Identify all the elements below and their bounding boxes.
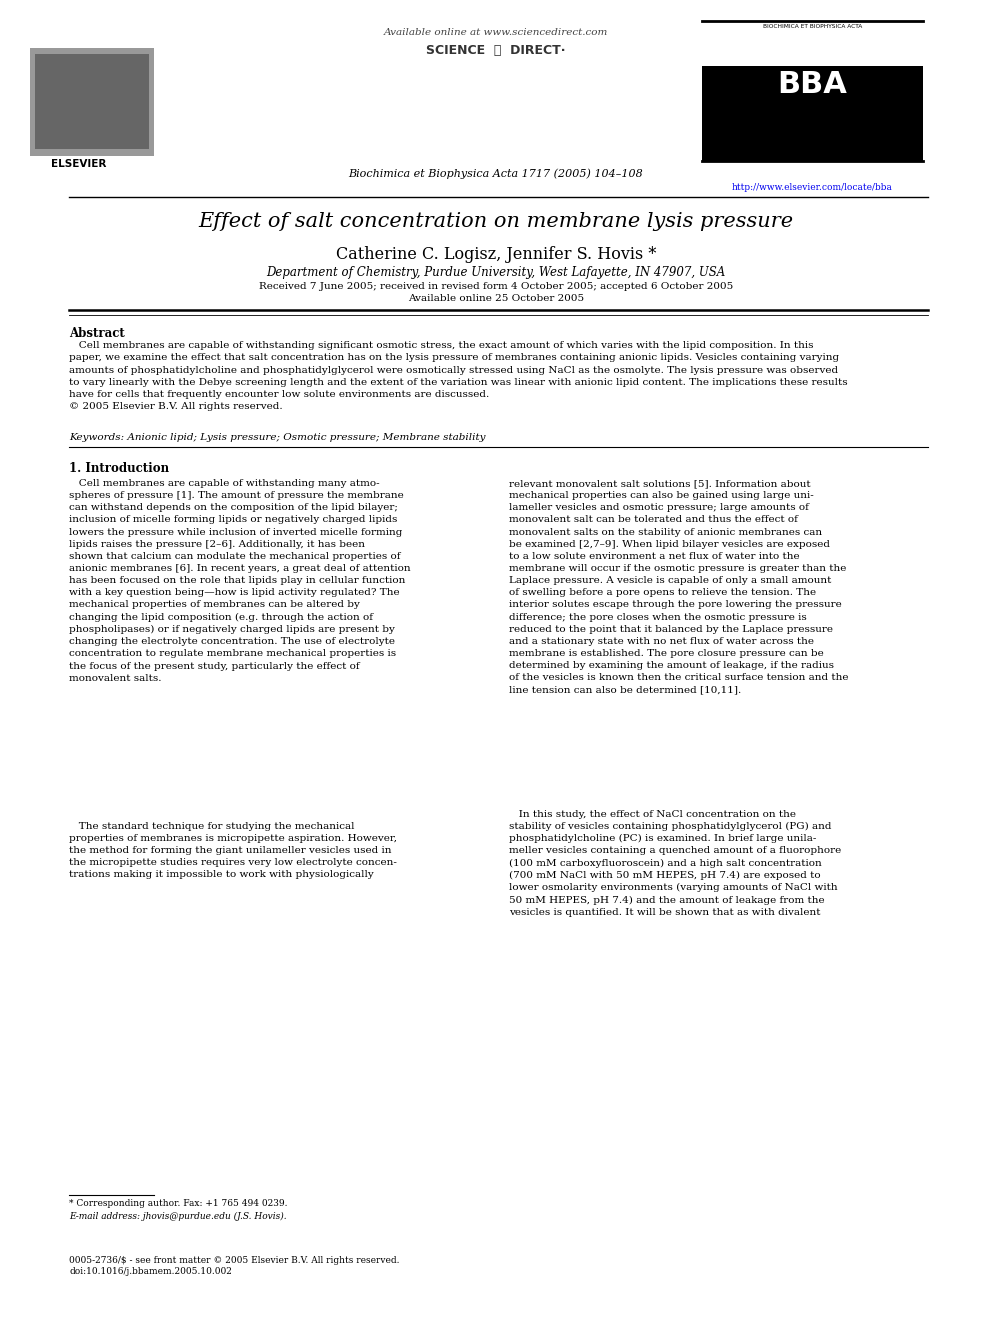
Text: Available online at www.sciencedirect.com: Available online at www.sciencedirect.co… <box>384 28 608 37</box>
Text: 1. Introduction: 1. Introduction <box>69 462 170 475</box>
Text: E-mail address: jhovis@purdue.edu (J.S. Hovis).: E-mail address: jhovis@purdue.edu (J.S. … <box>69 1212 287 1221</box>
Text: relevant monovalent salt solutions [5]. Information about
mechanical properties : relevant monovalent salt solutions [5]. … <box>509 479 848 695</box>
Text: Department of Chemistry, Purdue University, West Lafayette, IN 47907, USA: Department of Chemistry, Purdue Universi… <box>267 266 725 279</box>
Bar <box>702 66 923 161</box>
Text: Received 7 June 2005; received in revised form 4 October 2005; accepted 6 Octobe: Received 7 June 2005; received in revise… <box>259 282 733 291</box>
Text: Effect of salt concentration on membrane lysis pressure: Effect of salt concentration on membrane… <box>198 212 794 230</box>
Text: BBA: BBA <box>778 70 847 99</box>
Text: Catherine C. Logisz, Jennifer S. Hovis *: Catherine C. Logisz, Jennifer S. Hovis * <box>336 246 656 263</box>
Text: Biochimica et Biophysica Acta 1717 (2005) 104–108: Biochimica et Biophysica Acta 1717 (2005… <box>348 168 644 179</box>
Text: Available online 25 October 2005: Available online 25 October 2005 <box>408 294 584 303</box>
Text: http://www.elsevier.com/locate/bba: http://www.elsevier.com/locate/bba <box>732 183 893 192</box>
Text: Cell membranes are capable of withstanding significant osmotic stress, the exact: Cell membranes are capable of withstandi… <box>69 341 848 411</box>
Text: SCIENCE  ⓓ  DIRECT·: SCIENCE ⓓ DIRECT· <box>427 44 565 57</box>
Text: In this study, the effect of NaCl concentration on the
stability of vesicles con: In this study, the effect of NaCl concen… <box>509 810 841 917</box>
Text: * Corresponding author. Fax: +1 765 494 0239.: * Corresponding author. Fax: +1 765 494 … <box>69 1199 288 1208</box>
Text: BIOCHIMICA ET BIOPHYSICA ACTA: BIOCHIMICA ET BIOPHYSICA ACTA <box>763 24 862 29</box>
Bar <box>30 48 154 156</box>
Text: doi:10.1016/j.bbamem.2005.10.002: doi:10.1016/j.bbamem.2005.10.002 <box>69 1267 232 1277</box>
Text: Abstract: Abstract <box>69 327 125 340</box>
Text: 0005-2736/$ - see front matter © 2005 Elsevier B.V. All rights reserved.: 0005-2736/$ - see front matter © 2005 El… <box>69 1256 400 1265</box>
Text: ELSEVIER: ELSEVIER <box>51 159 106 169</box>
Text: Keywords: Anionic lipid; Lysis pressure; Osmotic pressure; Membrane stability: Keywords: Anionic lipid; Lysis pressure;… <box>69 433 486 442</box>
Text: Cell membranes are capable of withstanding many atmo-
spheres of pressure [1]. T: Cell membranes are capable of withstandi… <box>69 479 411 683</box>
Text: The standard technique for studying the mechanical
properties of membranes is mi: The standard technique for studying the … <box>69 822 398 880</box>
Bar <box>35 54 149 149</box>
